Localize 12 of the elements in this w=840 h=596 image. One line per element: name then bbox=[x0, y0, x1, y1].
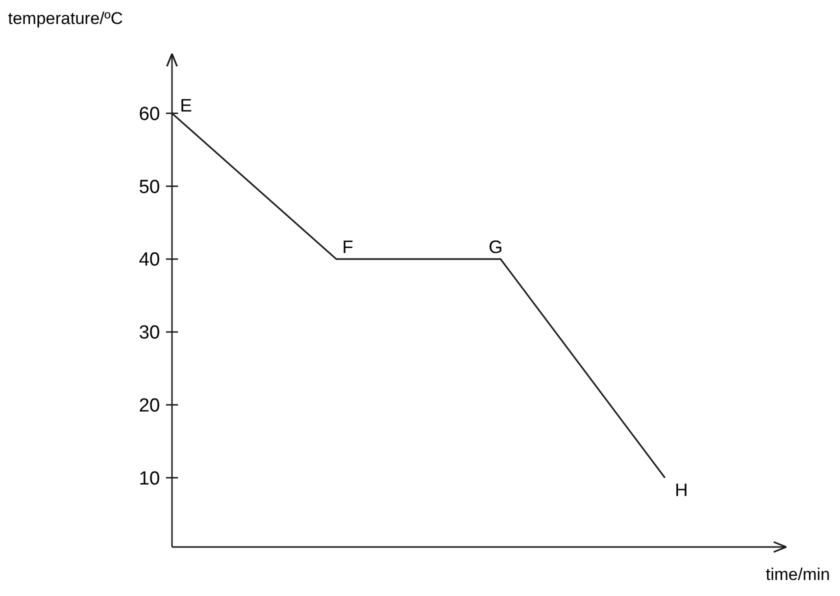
y-tick-label: 50 bbox=[138, 176, 160, 198]
y-tick-label: 40 bbox=[138, 250, 160, 271]
y-axis-title: temperature/ºC bbox=[8, 9, 123, 28]
y-tick-label: 60 bbox=[138, 104, 160, 125]
y-tick-label: 20 bbox=[138, 396, 160, 417]
y-tick-label: 10 bbox=[138, 468, 160, 490]
y-tick-label: 30 bbox=[138, 322, 160, 344]
annotation: E bbox=[180, 95, 192, 116]
annotation: H bbox=[674, 480, 688, 500]
x-axis-title: time/min bbox=[766, 565, 830, 584]
annotation: F bbox=[342, 237, 354, 258]
annotation: G bbox=[488, 237, 503, 258]
